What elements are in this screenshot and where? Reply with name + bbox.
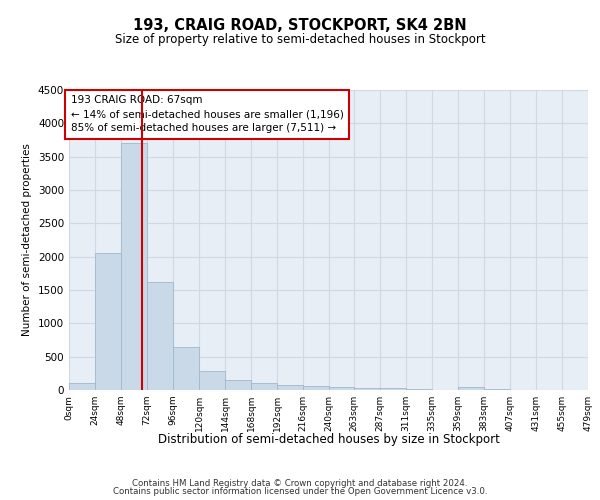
Bar <box>121 144 147 390</box>
Bar <box>95 252 121 390</box>
Bar <box>354 388 380 390</box>
Y-axis label: Number of semi-detached properties: Number of semi-detached properties <box>22 144 32 336</box>
Bar <box>329 387 354 390</box>
Text: 193, CRAIG ROAD, STOCKPORT, SK4 2BN: 193, CRAIG ROAD, STOCKPORT, SK4 2BN <box>133 18 467 32</box>
Bar <box>173 348 199 390</box>
Bar <box>147 282 173 390</box>
Bar <box>225 380 251 390</box>
Bar <box>303 386 329 390</box>
Bar <box>199 370 225 390</box>
Text: Contains public sector information licensed under the Open Government Licence v3: Contains public sector information licen… <box>113 487 487 496</box>
Bar <box>406 388 432 390</box>
Text: 193 CRAIG ROAD: 67sqm
← 14% of semi-detached houses are smaller (1,196)
85% of s: 193 CRAIG ROAD: 67sqm ← 14% of semi-deta… <box>71 96 344 134</box>
Bar <box>380 388 406 390</box>
Bar <box>277 384 303 390</box>
Text: Size of property relative to semi-detached houses in Stockport: Size of property relative to semi-detach… <box>115 32 485 46</box>
Text: Contains HM Land Registry data © Crown copyright and database right 2024.: Contains HM Land Registry data © Crown c… <box>132 478 468 488</box>
Bar <box>69 384 95 390</box>
Text: Distribution of semi-detached houses by size in Stockport: Distribution of semi-detached houses by … <box>158 432 500 446</box>
Bar <box>458 387 484 390</box>
Bar <box>251 384 277 390</box>
